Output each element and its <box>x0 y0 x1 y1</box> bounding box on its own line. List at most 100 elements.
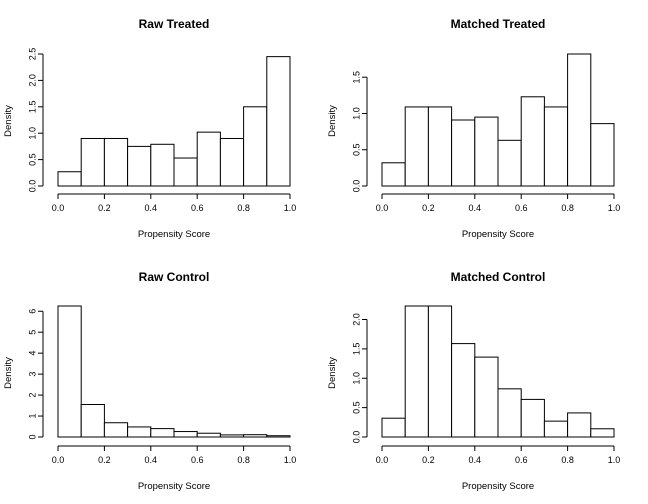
histogram-bar <box>451 119 476 187</box>
histogram-bar <box>497 388 522 438</box>
y-tick-label: 2.0 <box>351 313 361 326</box>
x-axis: 0.0 0.2 0.4 0.6 0.8 1.0 <box>376 445 621 465</box>
x-axis: 0.0 0.2 0.4 0.6 0.8 1.0 <box>376 193 621 213</box>
y-tick-label: 0.0 <box>351 180 361 193</box>
y-tick-label: 3 <box>27 372 37 377</box>
histogram-bar <box>474 356 499 438</box>
x-tick-label: 0.4 <box>469 203 482 213</box>
histogram-bar <box>219 434 245 438</box>
chart-title: Matched Treated <box>451 17 546 31</box>
panel-matched-control: Matched Control Propensity Score Density… <box>327 270 620 492</box>
y-axis-label: Density <box>3 357 14 389</box>
y-axis: 0.0 0.5 1.0 1.5 2.0 2.5 <box>27 48 44 193</box>
histogram-bar <box>80 404 105 438</box>
histogram-bar <box>173 157 198 187</box>
histogram-bar <box>103 422 129 438</box>
x-axis: 0.0 0.2 0.4 0.6 0.8 1.0 <box>52 193 296 213</box>
histogram-bar <box>150 428 175 438</box>
histogram-bar <box>427 106 453 187</box>
y-tick-label: 0.0 <box>351 431 361 444</box>
histogram-bar <box>173 431 198 438</box>
x-axis-label: Propensity Score <box>462 229 534 240</box>
chart-title: Raw Treated <box>139 17 210 31</box>
y-tick-label: 2.5 <box>27 48 37 61</box>
panel-raw-control: Raw Control Propensity Score Density 0.0… <box>3 270 296 492</box>
x-tick-label: 0.8 <box>237 455 250 465</box>
y-tick-label: 0.5 <box>351 401 361 414</box>
x-tick-label: 0.2 <box>422 203 435 213</box>
x-axis-label: Propensity Score <box>138 229 210 240</box>
histogram-bar <box>404 106 429 187</box>
y-axis: 0 1 2 3 4 5 6 <box>27 309 44 440</box>
x-tick-label: 0.0 <box>376 203 389 213</box>
y-axis-label: Density <box>327 105 338 137</box>
histogram-bars <box>381 305 615 438</box>
histogram-bar <box>590 123 615 187</box>
x-tick-label: 0.2 <box>422 455 435 465</box>
panel-raw-treated: Raw Treated Propensity Score Density 0.0… <box>3 17 296 240</box>
panel-matched-treated: Matched Treated Propensity Score Density… <box>327 17 620 240</box>
x-tick-label: 0.0 <box>52 203 65 213</box>
x-tick-label: 0.8 <box>561 203 574 213</box>
y-axis: 0.0 0.5 1.0 1.5 <box>351 71 368 193</box>
histogram-bar <box>520 96 545 187</box>
histogram-bar <box>427 305 453 438</box>
histogram-bar <box>150 143 175 187</box>
y-tick-label: 2 <box>27 393 37 398</box>
y-axis: 0.0 0.5 1.0 1.5 2.0 <box>351 313 368 444</box>
y-tick-label: 0.5 <box>351 143 361 156</box>
histogram-bar <box>196 131 221 187</box>
x-tick-label: 1.0 <box>608 203 621 213</box>
histogram-bars <box>57 56 291 187</box>
y-tick-label: 0 <box>27 434 37 439</box>
histogram-bar <box>243 106 268 187</box>
y-tick-label: 1.0 <box>351 107 361 120</box>
histogram-bar <box>57 171 82 187</box>
histogram-bar <box>451 343 476 438</box>
x-tick-label: 1.0 <box>608 455 621 465</box>
x-tick-label: 0.6 <box>191 455 204 465</box>
y-tick-label: 1 <box>27 414 37 419</box>
histogram-bar <box>497 139 522 187</box>
chart-title: Matched Control <box>451 270 546 284</box>
x-tick-label: 0.4 <box>145 203 158 213</box>
histogram-bar <box>266 435 291 438</box>
x-tick-label: 0.6 <box>515 203 528 213</box>
y-tick-label: 5 <box>27 330 37 335</box>
y-tick-label: 6 <box>27 309 37 314</box>
x-tick-label: 0.6 <box>515 455 528 465</box>
chart-title: Raw Control <box>139 270 210 284</box>
x-tick-label: 0.0 <box>376 455 389 465</box>
histogram-bars <box>57 305 291 438</box>
y-tick-label: 4 <box>27 351 37 356</box>
y-axis-label: Density <box>327 357 338 389</box>
x-tick-label: 0.2 <box>98 455 111 465</box>
y-tick-label: 0.0 <box>27 180 37 193</box>
histogram-bar <box>567 53 592 187</box>
histogram-bar <box>381 162 406 187</box>
histogram-bar <box>404 305 429 438</box>
histogram-bar <box>520 398 545 438</box>
y-tick-label: 2.0 <box>27 74 37 87</box>
y-tick-label: 1.5 <box>351 343 361 356</box>
y-tick-label: 1.5 <box>27 101 37 114</box>
x-tick-label: 0.4 <box>469 455 482 465</box>
histogram-bar <box>474 116 499 187</box>
y-tick-label: 1.0 <box>351 372 361 385</box>
x-tick-label: 0.8 <box>561 455 574 465</box>
histogram-bar <box>590 428 615 438</box>
y-tick-label: 0.5 <box>27 153 37 166</box>
y-tick-label: 1.5 <box>351 71 361 84</box>
histogram-bar <box>103 137 129 187</box>
x-tick-label: 0.8 <box>237 203 250 213</box>
x-tick-label: 0.0 <box>52 455 65 465</box>
histogram-bar <box>127 145 152 187</box>
histogram-bar <box>543 106 569 187</box>
histogram-bar <box>567 412 592 438</box>
x-tick-label: 0.6 <box>191 203 204 213</box>
histogram-bar <box>196 432 221 438</box>
x-tick-label: 0.2 <box>98 203 111 213</box>
x-tick-label: 1.0 <box>284 455 297 465</box>
x-axis-label: Propensity Score <box>138 481 210 492</box>
histogram-bars <box>381 53 615 187</box>
